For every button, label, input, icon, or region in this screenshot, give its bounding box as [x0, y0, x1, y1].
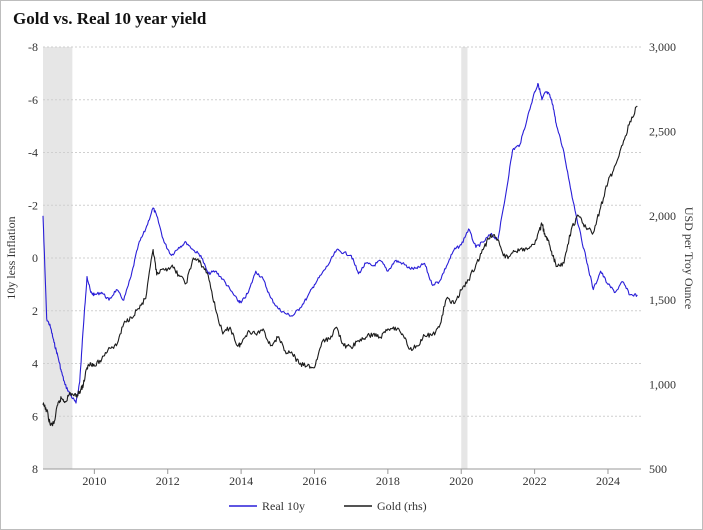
- left-tick-label: 4: [32, 357, 38, 371]
- right-tick-label: 2,500: [649, 124, 676, 138]
- x-tick-label: 2024: [596, 474, 620, 488]
- right-tick-label: 1,500: [649, 293, 676, 307]
- series-line-real-10y: [42, 82, 638, 404]
- x-axis-ticks: 2010 2012 2014 2016 2018 2020 2022 2024: [43, 468, 641, 488]
- left-tick-label: 2: [32, 304, 38, 318]
- left-tick-label: -6: [28, 93, 38, 107]
- right-axis-title: USD per Troy Ounce: [682, 207, 696, 309]
- x-tick-label: 2020: [449, 474, 473, 488]
- left-axis-title: 10y less Inflation: [4, 216, 18, 299]
- right-axis-ticks: 500 1,000 1,500 2,000 2,500 3,000: [649, 40, 676, 476]
- legend: Real 10y Gold (rhs): [229, 499, 427, 513]
- gridlines: [43, 46, 641, 470]
- left-tick-label: 8: [32, 462, 38, 476]
- series-line-gold-rhs-: [42, 105, 638, 427]
- left-tick-label: 0: [32, 251, 38, 265]
- right-tick-label: 3,000: [649, 40, 676, 54]
- x-tick-label: 2012: [156, 474, 180, 488]
- right-tick-label: 500: [649, 462, 667, 476]
- left-tick-label: -2: [28, 198, 38, 212]
- x-tick-label: 2014: [229, 474, 253, 488]
- series-group: [42, 82, 638, 427]
- x-tick-label: 2010: [82, 474, 106, 488]
- x-tick-label: 2022: [523, 474, 547, 488]
- x-tick-label: 2018: [376, 474, 400, 488]
- right-tick-label: 2,000: [649, 209, 676, 223]
- left-tick-label: -8: [28, 40, 38, 54]
- left-axis-ticks: -8 -6 -4 -2 0 2 4 6 8: [28, 40, 38, 476]
- legend-label-gold: Gold (rhs): [377, 499, 427, 513]
- left-tick-label: -4: [28, 146, 38, 160]
- left-tick-label: 6: [32, 409, 38, 423]
- legend-label-real-10y: Real 10y: [262, 499, 305, 513]
- chart-title: Gold vs. Real 10 year yield: [13, 9, 207, 28]
- x-tick-label: 2016: [302, 474, 326, 488]
- right-tick-label: 1,000: [649, 378, 676, 392]
